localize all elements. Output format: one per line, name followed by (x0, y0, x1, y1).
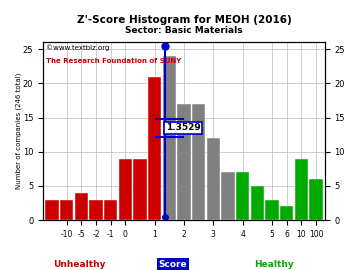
Bar (119, 158, 132, 220)
Text: ©www.textbiz.org: ©www.textbiz.org (46, 44, 109, 51)
Bar (45, 200, 59, 220)
Bar (163, 56, 176, 220)
Bar (148, 77, 161, 220)
Text: Score: Score (158, 260, 187, 269)
Bar (133, 158, 147, 220)
Bar (177, 104, 190, 220)
Text: Sector: Basic Materials: Sector: Basic Materials (125, 26, 243, 35)
Bar (236, 172, 249, 220)
Text: 1.3529: 1.3529 (166, 123, 201, 132)
Bar (265, 200, 279, 220)
Bar (207, 138, 220, 220)
Bar (60, 200, 73, 220)
Bar (295, 158, 308, 220)
Bar (192, 104, 205, 220)
Text: Healthy: Healthy (254, 260, 293, 269)
Bar (251, 186, 264, 220)
Bar (280, 206, 293, 220)
Title: Z'-Score Histogram for MEOH (2016): Z'-Score Histogram for MEOH (2016) (77, 15, 291, 25)
Bar (309, 179, 323, 220)
Y-axis label: Number of companies (246 total): Number of companies (246 total) (15, 73, 22, 190)
Bar (89, 200, 103, 220)
Bar (104, 200, 117, 220)
Text: The Research Foundation of SUNY: The Research Foundation of SUNY (46, 58, 181, 65)
Bar (221, 172, 235, 220)
Text: Unhealthy: Unhealthy (53, 260, 105, 269)
Bar (75, 193, 88, 220)
